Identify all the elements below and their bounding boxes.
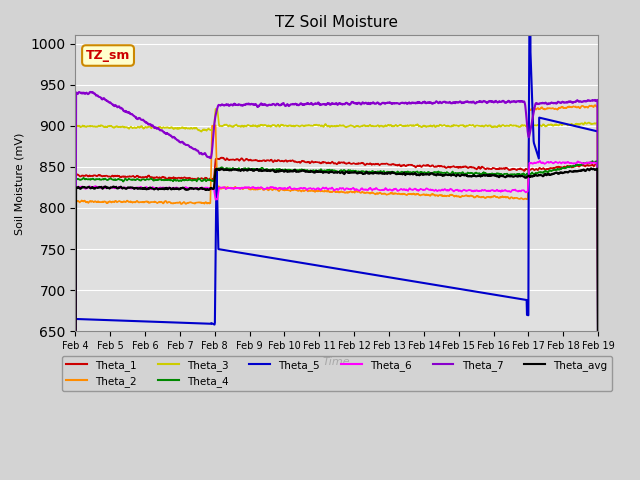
Theta_5 [211, 322, 218, 327]
Theta_avg [72, 455, 79, 461]
Theta_avg [112, 184, 120, 190]
Theta_5 [133, 318, 141, 324]
Theta_avg [595, 444, 602, 450]
Theta_7 [314, 100, 321, 106]
Theta_5 [112, 317, 120, 323]
Theta_4 [595, 441, 602, 446]
Line: Theta_5: Theta_5 [76, 0, 598, 324]
Theta_4 [293, 168, 301, 173]
Theta_7 [294, 102, 301, 108]
Theta_6 [72, 456, 79, 462]
Theta_5 [595, 129, 602, 134]
Theta_2 [304, 189, 312, 194]
Theta_6 [293, 186, 301, 192]
Theta_7 [113, 103, 120, 109]
Theta_2 [133, 199, 141, 204]
Theta_7 [305, 101, 312, 107]
Theta_4 [314, 168, 321, 174]
Theta_2 [112, 198, 120, 204]
Theta_1 [218, 155, 225, 160]
Theta_7 [86, 89, 94, 95]
Theta_5 [314, 263, 321, 268]
Theta_avg [293, 168, 301, 174]
Theta_6 [133, 185, 141, 191]
Theta_2 [369, 190, 377, 195]
Theta_3 [369, 123, 377, 129]
Theta_3 [133, 125, 141, 131]
Theta_5 [369, 272, 377, 277]
Y-axis label: Soil Moisture (mV): Soil Moisture (mV) [15, 132, 25, 235]
Theta_3 [212, 106, 220, 112]
Theta_avg [588, 166, 595, 171]
Theta_6 [314, 186, 321, 192]
Line: Theta_1: Theta_1 [76, 157, 598, 451]
Theta_avg [304, 168, 312, 174]
Line: Theta_4: Theta_4 [76, 161, 598, 455]
Theta_7 [134, 116, 141, 122]
Theta_4 [72, 452, 79, 457]
Theta_5 [294, 259, 301, 265]
Theta_6 [304, 186, 312, 192]
Theta_3 [72, 420, 79, 425]
Theta_4 [304, 168, 312, 174]
Theta_2 [591, 102, 599, 108]
Theta_4 [133, 176, 141, 182]
Theta_6 [369, 187, 377, 192]
Line: Theta_7: Theta_7 [76, 92, 598, 406]
Theta_avg [133, 186, 141, 192]
Theta_4 [369, 168, 377, 174]
Theta_7 [72, 398, 79, 404]
Theta_1 [294, 159, 301, 165]
Theta_2 [72, 464, 79, 470]
Theta_1 [369, 161, 377, 167]
Theta_3 [112, 124, 120, 130]
Theta_3 [294, 123, 301, 129]
Line: Theta_2: Theta_2 [76, 105, 598, 467]
Theta_5 [72, 316, 79, 322]
Theta_2 [314, 188, 321, 194]
Theta_7 [369, 99, 377, 105]
Text: TZ_sm: TZ_sm [86, 49, 130, 62]
Theta_4 [112, 177, 120, 183]
Line: Theta_3: Theta_3 [76, 109, 598, 422]
Theta_avg [314, 168, 321, 174]
Theta_1 [72, 448, 79, 454]
Theta_3 [595, 418, 602, 424]
Theta_5 [305, 261, 312, 267]
Theta_avg [369, 170, 377, 176]
Theta_6 [595, 441, 602, 447]
Line: Theta_avg: Theta_avg [76, 168, 598, 458]
Theta_2 [595, 408, 602, 413]
X-axis label: Time: Time [323, 357, 351, 367]
Theta_3 [305, 122, 312, 128]
Theta_6 [536, 158, 544, 164]
Theta_1 [314, 159, 321, 165]
Theta_1 [112, 173, 120, 179]
Theta_2 [293, 188, 301, 193]
Theta_1 [305, 159, 312, 165]
Line: Theta_6: Theta_6 [76, 161, 598, 459]
Theta_1 [595, 442, 602, 447]
Theta_6 [112, 185, 120, 191]
Title: TZ Soil Moisture: TZ Soil Moisture [275, 15, 398, 30]
Theta_7 [595, 403, 602, 409]
Theta_3 [314, 122, 321, 128]
Theta_1 [133, 173, 141, 179]
Legend: Theta_1, Theta_2, Theta_3, Theta_4, Theta_5, Theta_6, Theta_7, Theta_avg: Theta_1, Theta_2, Theta_3, Theta_4, Thet… [62, 356, 612, 391]
Theta_4 [589, 158, 596, 164]
